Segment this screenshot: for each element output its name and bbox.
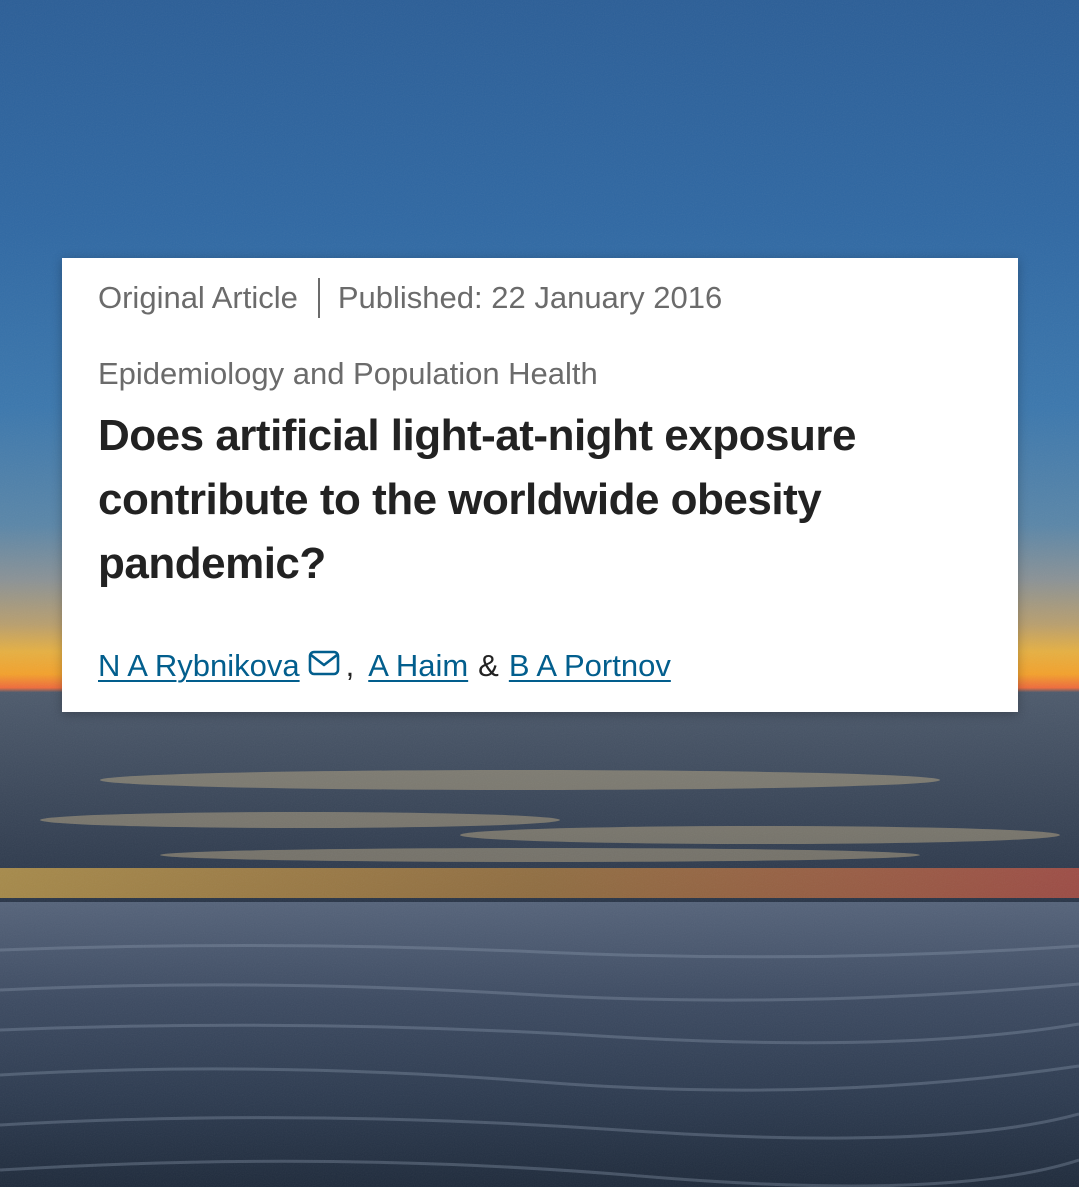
- author-link-portnov[interactable]: B A Portnov: [508, 648, 671, 683]
- meta-divider: [317, 278, 320, 318]
- article-title: Does artificial light-at-night exposure …: [98, 411, 856, 588]
- article-category: Epidemiology and Population Health: [98, 356, 598, 391]
- article-type: Original Article: [98, 280, 298, 315]
- article-header-card: Original Article Published: 22 January 2…: [62, 258, 1018, 712]
- article-meta: Original Article Published: 22 January 2…: [98, 278, 722, 318]
- author-link-rybnikova[interactable]: N A Rybnikova: [98, 648, 300, 683]
- author-link-haim[interactable]: A Haim: [368, 648, 469, 683]
- envelope-icon[interactable]: [308, 648, 340, 676]
- author-separator-comma: ,: [345, 648, 355, 683]
- author-list: N A Rybnikova , A Haim & B A Portnov: [98, 648, 671, 684]
- author-separator-ampersand: &: [478, 648, 499, 683]
- publish-date: Published: 22 January 2016: [337, 280, 723, 315]
